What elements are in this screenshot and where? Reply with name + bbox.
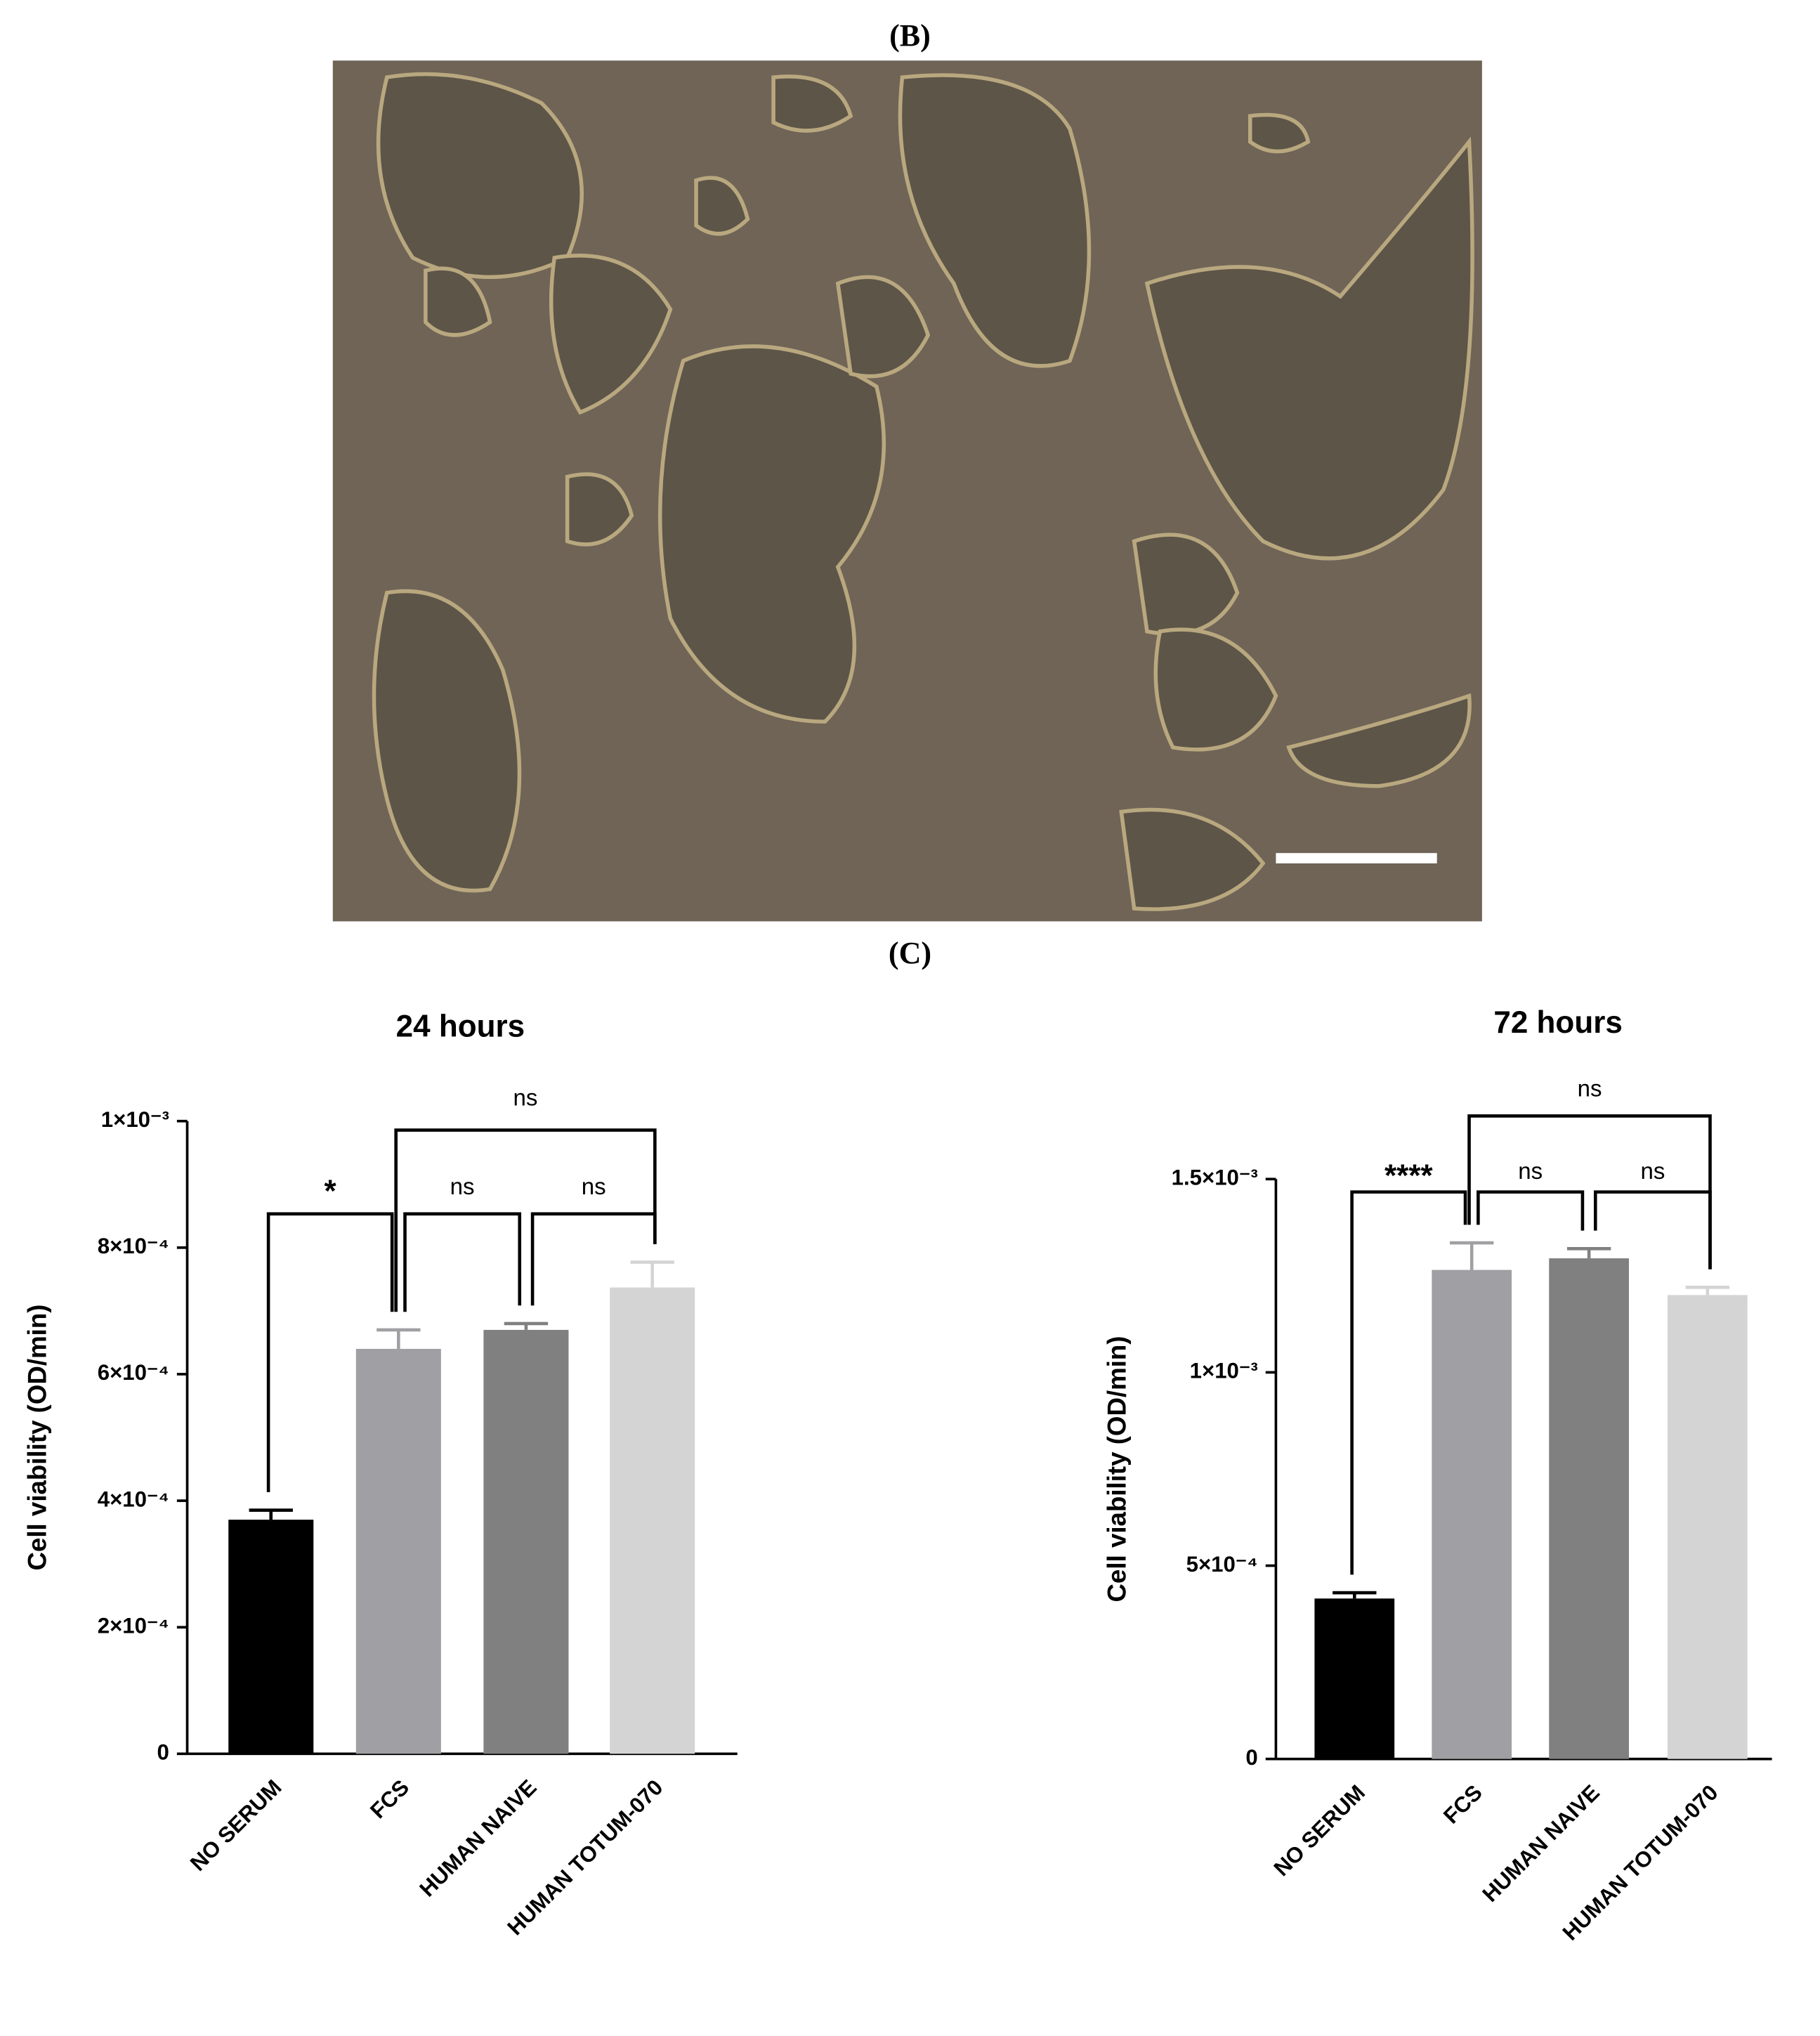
y-tick-label: 4×10⁻⁴ bbox=[98, 1487, 169, 1511]
panel-label: (C) bbox=[889, 936, 931, 970]
bar bbox=[355, 1348, 441, 1754]
y-axis-label: Cell viability (OD/min) bbox=[1102, 1336, 1131, 1602]
significance-bracket bbox=[1477, 1190, 1585, 1231]
significance-bracket bbox=[1467, 1114, 1712, 1270]
significance-label: * bbox=[325, 1174, 337, 1208]
significance-label: **** bbox=[1384, 1159, 1433, 1193]
y-tick-label: 8×10⁻⁴ bbox=[98, 1234, 169, 1258]
significance-bracket bbox=[403, 1212, 522, 1312]
significance-bracket bbox=[1350, 1190, 1467, 1575]
significance-label: ns bbox=[513, 1084, 538, 1110]
bar bbox=[610, 1287, 695, 1754]
y-tick-label: 5×10⁻⁴ bbox=[1186, 1552, 1258, 1577]
y-tick-label: 1.5×10⁻³ bbox=[1172, 1166, 1258, 1190]
x-tick-label: FCS bbox=[365, 1775, 414, 1823]
chart: 24 hours Cell viability (OD/min) 0 2×10⁻⁴ 4×… bbox=[22, 1009, 738, 1940]
x-tick-label: NO SERUM bbox=[185, 1775, 287, 1876]
significance-label: ns bbox=[1518, 1158, 1543, 1184]
y-tick-label: 1×10⁻³ bbox=[101, 1107, 169, 1132]
bar bbox=[228, 1520, 314, 1754]
scale-bar bbox=[1276, 853, 1437, 863]
y-tick-label: 6×10⁻⁴ bbox=[98, 1360, 169, 1385]
significance-bracket bbox=[1593, 1190, 1712, 1270]
y-tick-label: 0 bbox=[157, 1740, 169, 1765]
x-tick-label: HUMAN NAIVE bbox=[1478, 1780, 1604, 1907]
x-tick-label: HUMAN NAIVE bbox=[414, 1775, 541, 1901]
micrograph bbox=[332, 60, 1482, 922]
y-tick-label: 2×10⁻⁴ bbox=[98, 1613, 169, 1638]
y-tick-label: 0 bbox=[1245, 1745, 1257, 1770]
bar bbox=[1432, 1270, 1512, 1759]
bar bbox=[1314, 1598, 1395, 1759]
y-tick-label: 1×10⁻³ bbox=[1190, 1359, 1258, 1383]
significance-bracket bbox=[266, 1212, 394, 1492]
bar bbox=[1549, 1258, 1629, 1759]
chart-title: 24 hours bbox=[396, 1009, 525, 1043]
significance-label: ns bbox=[582, 1173, 606, 1199]
cell-clusters bbox=[372, 72, 1474, 911]
panel-label: (B) bbox=[889, 18, 931, 53]
x-tick-label: NO SERUM bbox=[1269, 1780, 1370, 1881]
significance-bracket bbox=[394, 1128, 657, 1312]
significance-label: ns bbox=[1578, 1075, 1602, 1101]
significance-label: ns bbox=[1640, 1158, 1665, 1184]
significance-label: ns bbox=[450, 1173, 475, 1199]
x-tick-label: FCS bbox=[1439, 1780, 1487, 1829]
bar bbox=[483, 1329, 569, 1754]
chart: 72 hours Cell viability (OD/min) 0 5×10⁻⁴ 1×… bbox=[1102, 1005, 1772, 1945]
bar bbox=[1667, 1295, 1748, 1759]
chart-title: 72 hours bbox=[1493, 1005, 1622, 1040]
y-axis-label: Cell viability (OD/min) bbox=[22, 1305, 51, 1571]
